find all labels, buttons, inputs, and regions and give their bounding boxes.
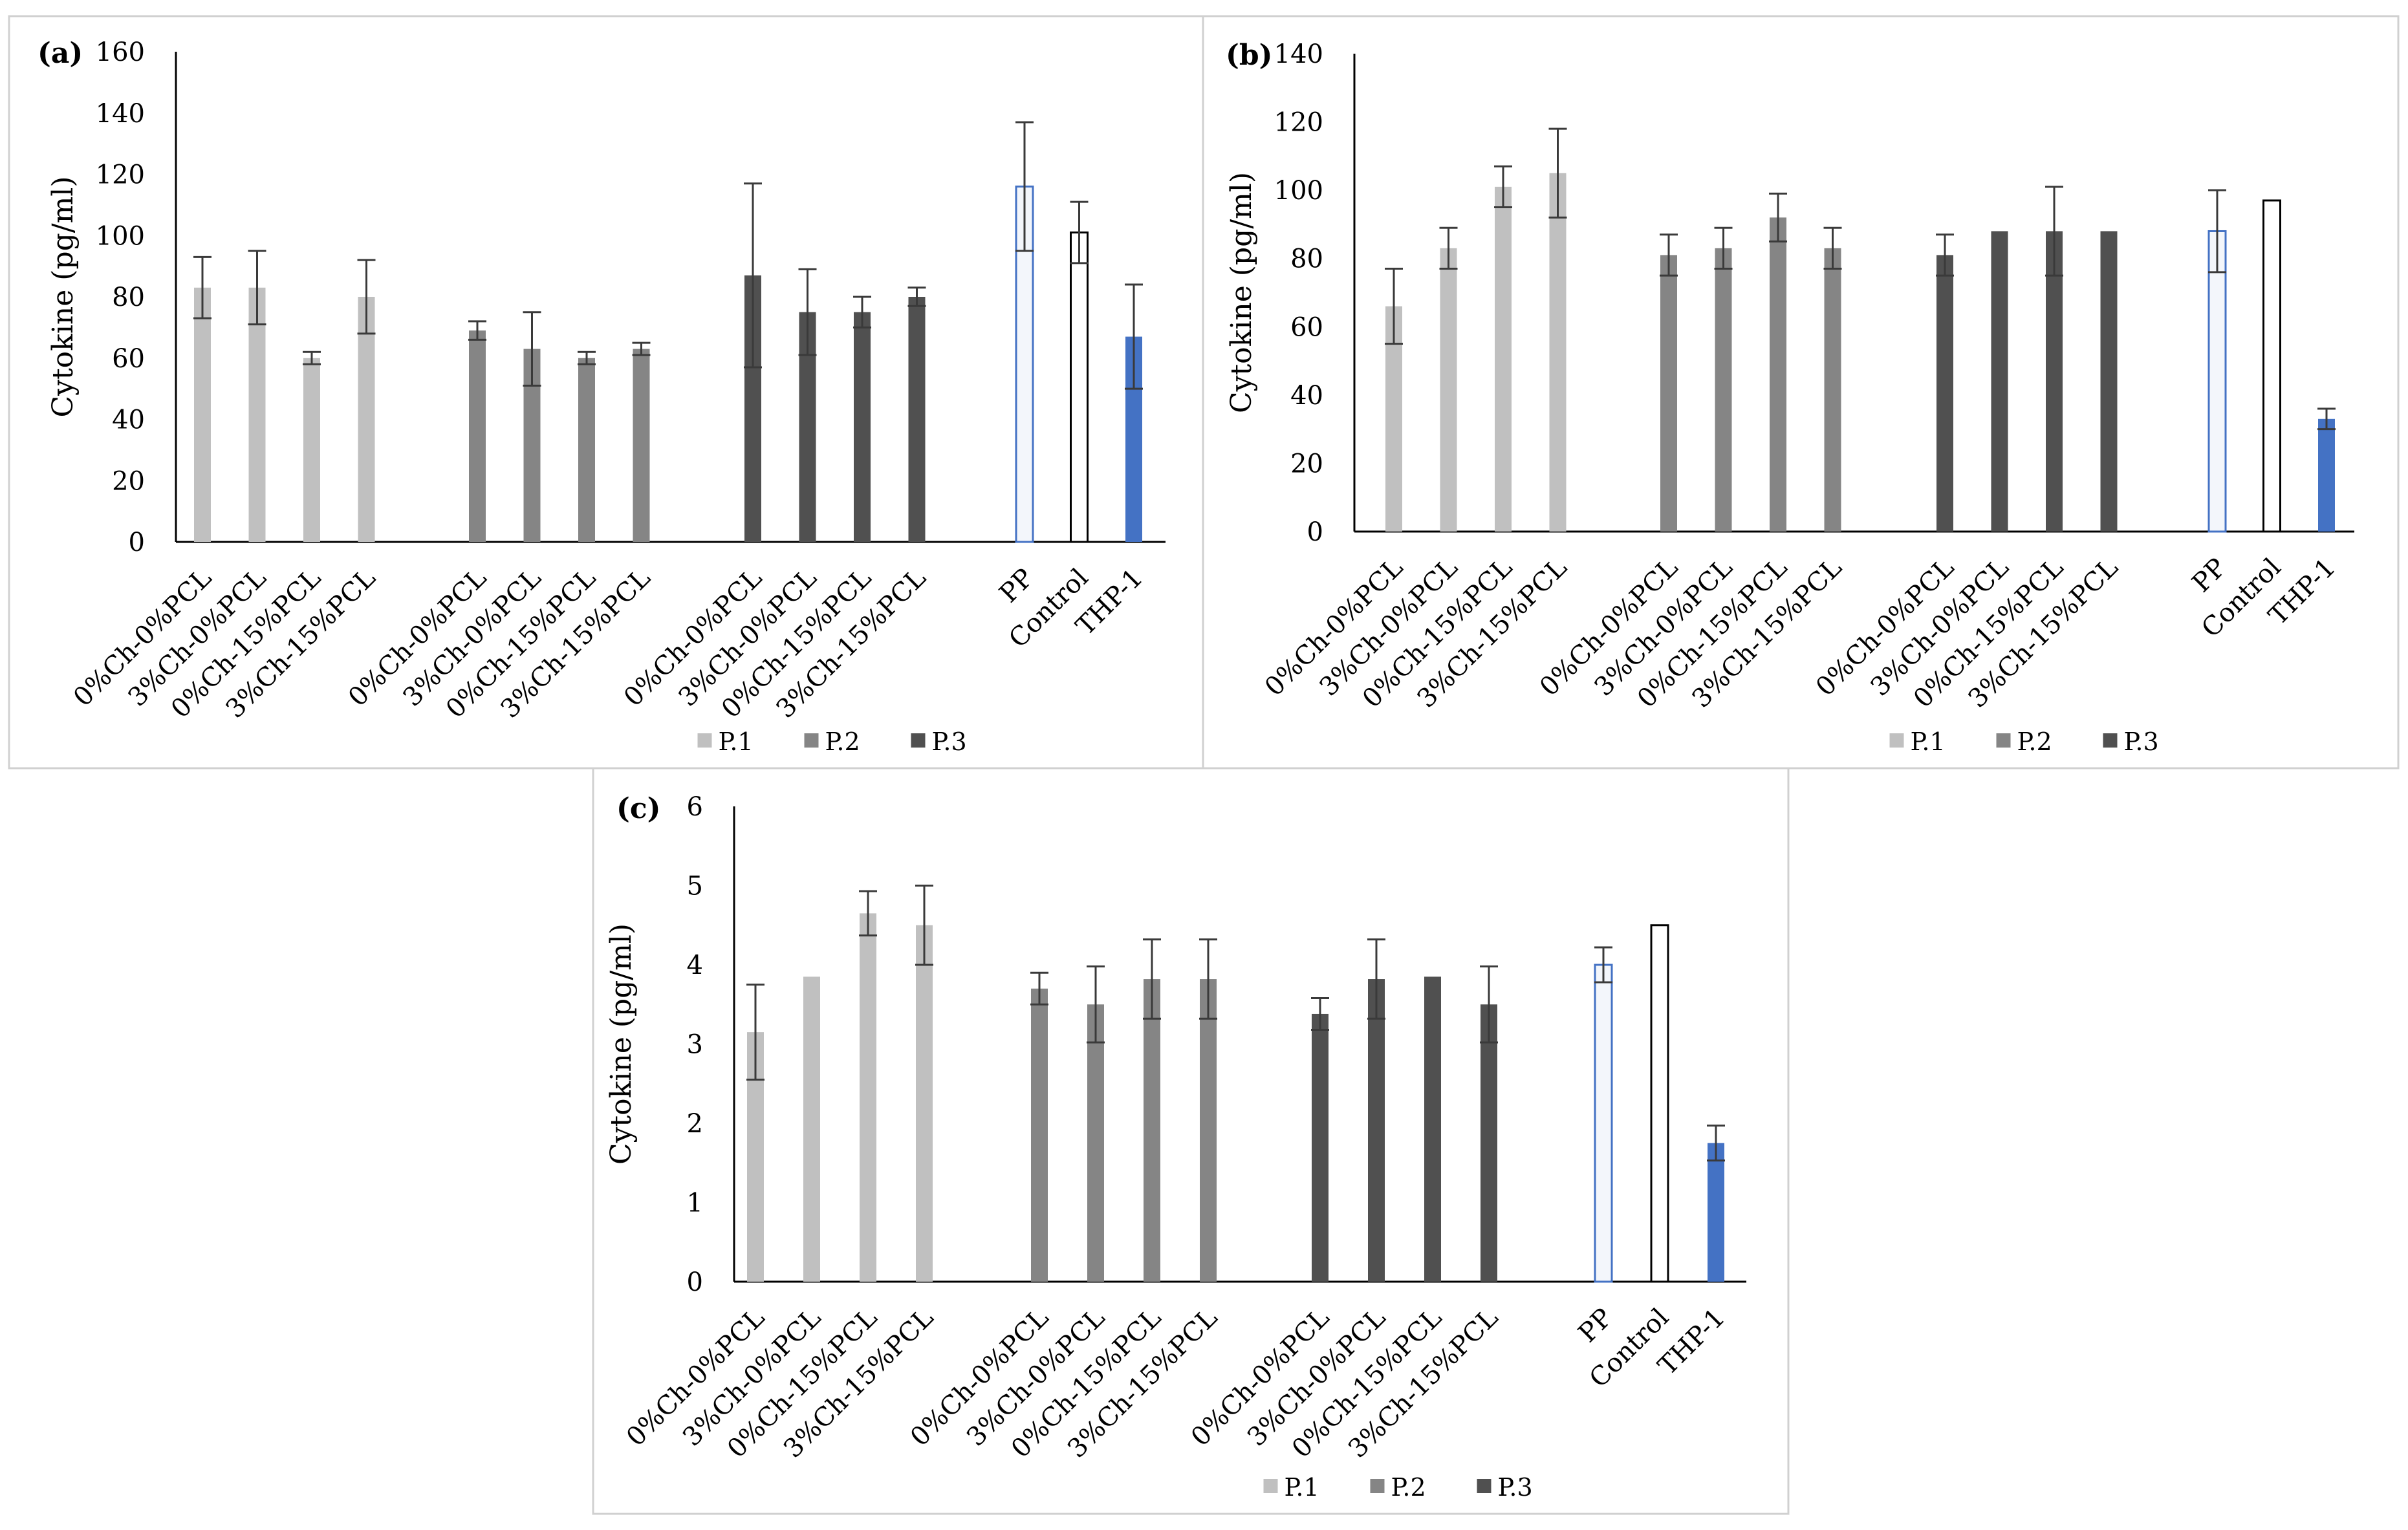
bar bbox=[1770, 217, 1786, 532]
bar bbox=[1824, 248, 1841, 532]
legend-label: P.3 bbox=[2124, 727, 2159, 756]
legend-label: P.2 bbox=[2017, 727, 2052, 756]
legend-swatch bbox=[697, 733, 712, 748]
bar bbox=[1031, 988, 1048, 1282]
bar bbox=[2318, 418, 2335, 532]
y-tick-label: 80 bbox=[1290, 244, 1323, 274]
bar bbox=[908, 297, 926, 542]
y-axis-title: Cytokine (pg/ml) bbox=[1225, 172, 1258, 413]
bar bbox=[303, 358, 320, 542]
bar bbox=[2207, 230, 2227, 533]
bar bbox=[633, 349, 650, 542]
legend-label: P.1 bbox=[1285, 1473, 1319, 1502]
bar bbox=[1936, 255, 1953, 532]
panel-frame bbox=[1202, 15, 2400, 770]
legend-swatch bbox=[1263, 1479, 1278, 1493]
panel-label: (a) bbox=[38, 37, 83, 70]
bar bbox=[469, 330, 486, 542]
legend-swatch bbox=[1889, 733, 1904, 748]
y-tick-label: 0 bbox=[1307, 517, 1323, 547]
y-tick-label: 60 bbox=[112, 344, 145, 374]
y-tick-label: 80 bbox=[112, 283, 145, 312]
bar bbox=[358, 297, 375, 542]
bar bbox=[916, 925, 933, 1282]
y-tick-label: 6 bbox=[687, 792, 703, 822]
y-tick-label: 5 bbox=[687, 872, 703, 901]
y-tick-label: 100 bbox=[96, 221, 145, 251]
y-axis-title: Cytokine (pg/ml) bbox=[605, 923, 638, 1165]
bar bbox=[1660, 255, 1677, 532]
y-tick-label: 40 bbox=[1290, 381, 1323, 411]
bar bbox=[1715, 248, 1732, 532]
x-tick-label: PP bbox=[993, 563, 1039, 609]
bar bbox=[1991, 231, 2008, 532]
legend-label: P.2 bbox=[1391, 1473, 1426, 1502]
y-tick-label: 120 bbox=[1274, 108, 1323, 138]
bar bbox=[1440, 248, 1457, 532]
legend-label: P.3 bbox=[1498, 1473, 1533, 1502]
bar bbox=[1549, 173, 1567, 532]
legend-label: P.1 bbox=[1911, 727, 1946, 756]
bar bbox=[2262, 199, 2281, 533]
bar bbox=[1495, 186, 1512, 532]
x-tick-label: PP bbox=[2186, 553, 2232, 599]
bar bbox=[2100, 231, 2118, 532]
y-tick-label: 0 bbox=[129, 528, 145, 557]
y-axis-title: Cytokine (pg/ml) bbox=[47, 176, 80, 417]
panel-label: (b) bbox=[1226, 39, 1272, 72]
y-tick-label: 120 bbox=[96, 160, 145, 190]
x-tick-label: PP bbox=[1572, 1303, 1618, 1349]
y-tick-label: 0 bbox=[687, 1267, 703, 1297]
y-tick-label: 160 bbox=[96, 38, 145, 67]
bar bbox=[854, 312, 871, 542]
bar bbox=[1650, 924, 1669, 1283]
legend-label: P.3 bbox=[932, 727, 967, 756]
chart-panel-1: (a) 0 20 40 60 80 100 120 140 160 Cytokine (pg/ml)… bbox=[8, 15, 1204, 770]
bar bbox=[1481, 1004, 1497, 1282]
y-tick-label: 3 bbox=[687, 1030, 703, 1060]
legend-label: P.2 bbox=[825, 727, 860, 756]
bar bbox=[1708, 1143, 1724, 1282]
bar bbox=[1424, 976, 1441, 1282]
bar bbox=[1144, 979, 1160, 1282]
bar bbox=[2046, 231, 2063, 532]
legend-swatch bbox=[1370, 1479, 1385, 1493]
panel-frame bbox=[592, 767, 1790, 1515]
panel-label: (c) bbox=[616, 792, 660, 825]
bar bbox=[1070, 232, 1089, 543]
y-tick-label: 20 bbox=[1290, 449, 1323, 479]
bar bbox=[1312, 1013, 1329, 1282]
y-tick-label: 2 bbox=[687, 1109, 703, 1139]
y-tick-label: 140 bbox=[96, 99, 145, 129]
bar bbox=[248, 287, 266, 542]
bar bbox=[578, 358, 595, 542]
bar bbox=[194, 287, 211, 542]
y-tick-label: 20 bbox=[112, 466, 145, 496]
y-tick-label: 4 bbox=[687, 951, 703, 980]
bar bbox=[1200, 979, 1217, 1282]
legend-swatch bbox=[1996, 733, 2011, 748]
y-tick-label: 1 bbox=[687, 1189, 703, 1218]
legend-label: P.1 bbox=[719, 727, 754, 756]
bar bbox=[803, 976, 820, 1282]
bar bbox=[1368, 979, 1385, 1282]
legend-swatch bbox=[1477, 1479, 1491, 1493]
y-tick-label: 140 bbox=[1274, 39, 1323, 69]
legend-swatch bbox=[2103, 733, 2118, 748]
y-tick-label: 40 bbox=[112, 405, 145, 435]
y-tick-label: 100 bbox=[1274, 176, 1323, 206]
bar bbox=[1594, 964, 1613, 1283]
legend-swatch bbox=[911, 733, 926, 748]
bar bbox=[1015, 185, 1034, 543]
bar bbox=[860, 913, 876, 1282]
y-tick-label: 60 bbox=[1290, 312, 1323, 342]
legend-swatch bbox=[804, 733, 819, 748]
bar bbox=[1087, 1004, 1104, 1282]
